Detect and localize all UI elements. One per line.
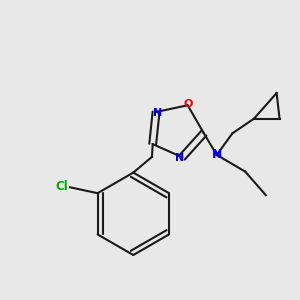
Text: N: N [153, 108, 163, 118]
Text: O: O [184, 99, 193, 109]
Text: N: N [175, 153, 184, 163]
Text: N: N [212, 148, 222, 161]
Text: Cl: Cl [56, 180, 68, 193]
